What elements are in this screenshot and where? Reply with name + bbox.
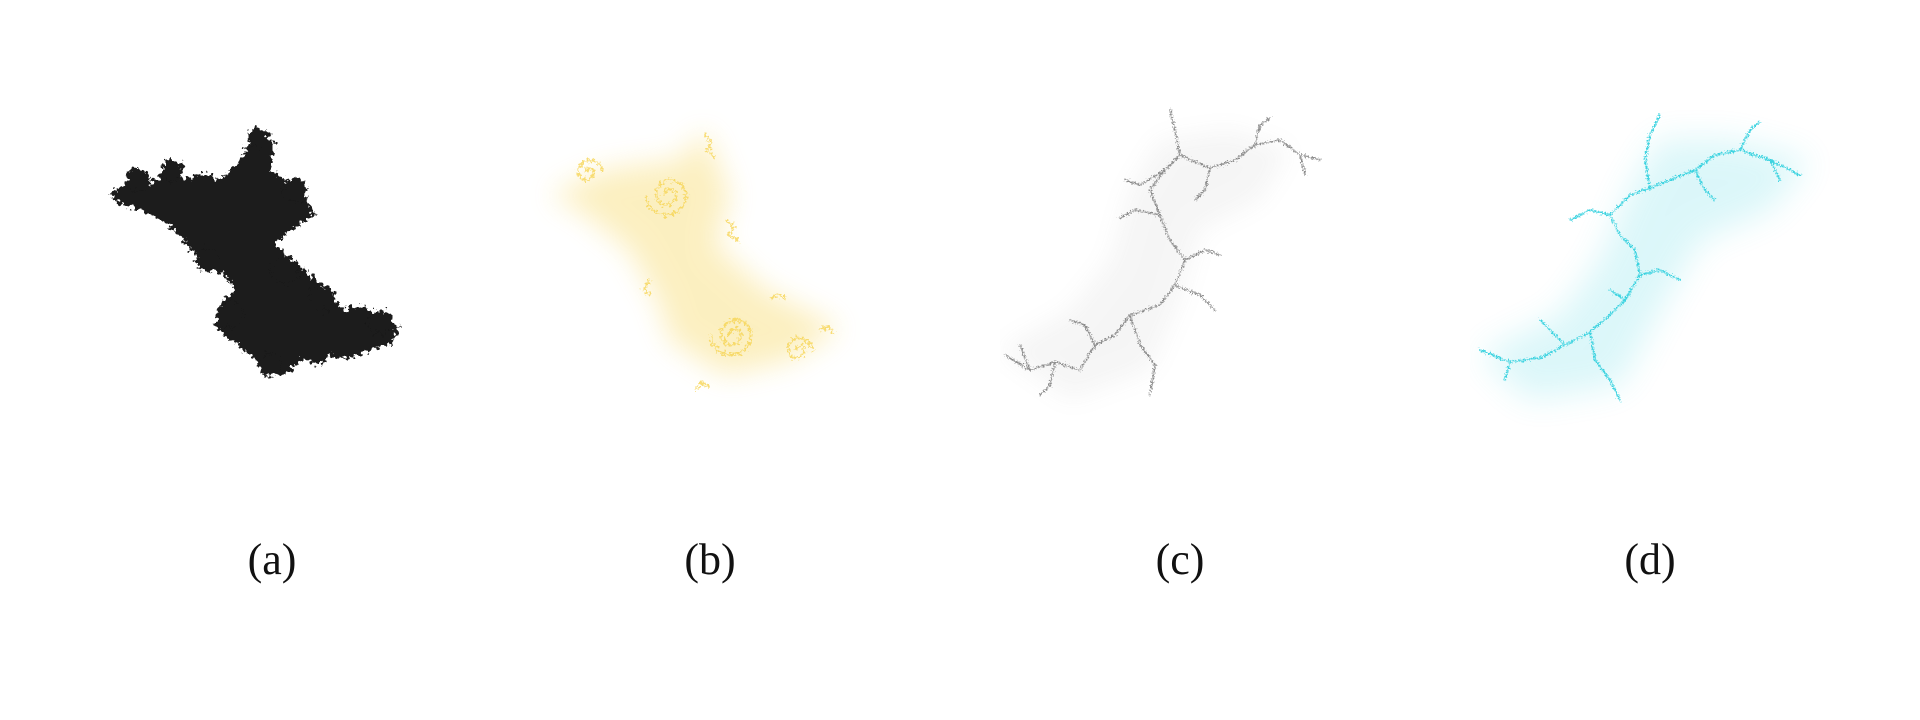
julia-set-d-glow — [1480, 140, 1810, 400]
julia-set-c-image — [1000, 100, 1400, 440]
caption-c: (c) — [1080, 530, 1280, 590]
julia-set-b-image — [530, 100, 930, 440]
panel-d — [1470, 100, 1870, 440]
julia-set-c-glow — [1000, 130, 1290, 400]
panel-b — [530, 100, 930, 440]
caption-a: (a) — [172, 530, 372, 590]
panel-a — [90, 100, 490, 440]
caption-b: (b) — [610, 530, 810, 590]
caption-d: (d) — [1550, 530, 1750, 590]
panel-c — [1000, 100, 1400, 440]
julia-set-a-image — [90, 100, 490, 440]
julia-set-a-shape — [110, 128, 400, 377]
julia-set-d-image — [1470, 100, 1870, 440]
